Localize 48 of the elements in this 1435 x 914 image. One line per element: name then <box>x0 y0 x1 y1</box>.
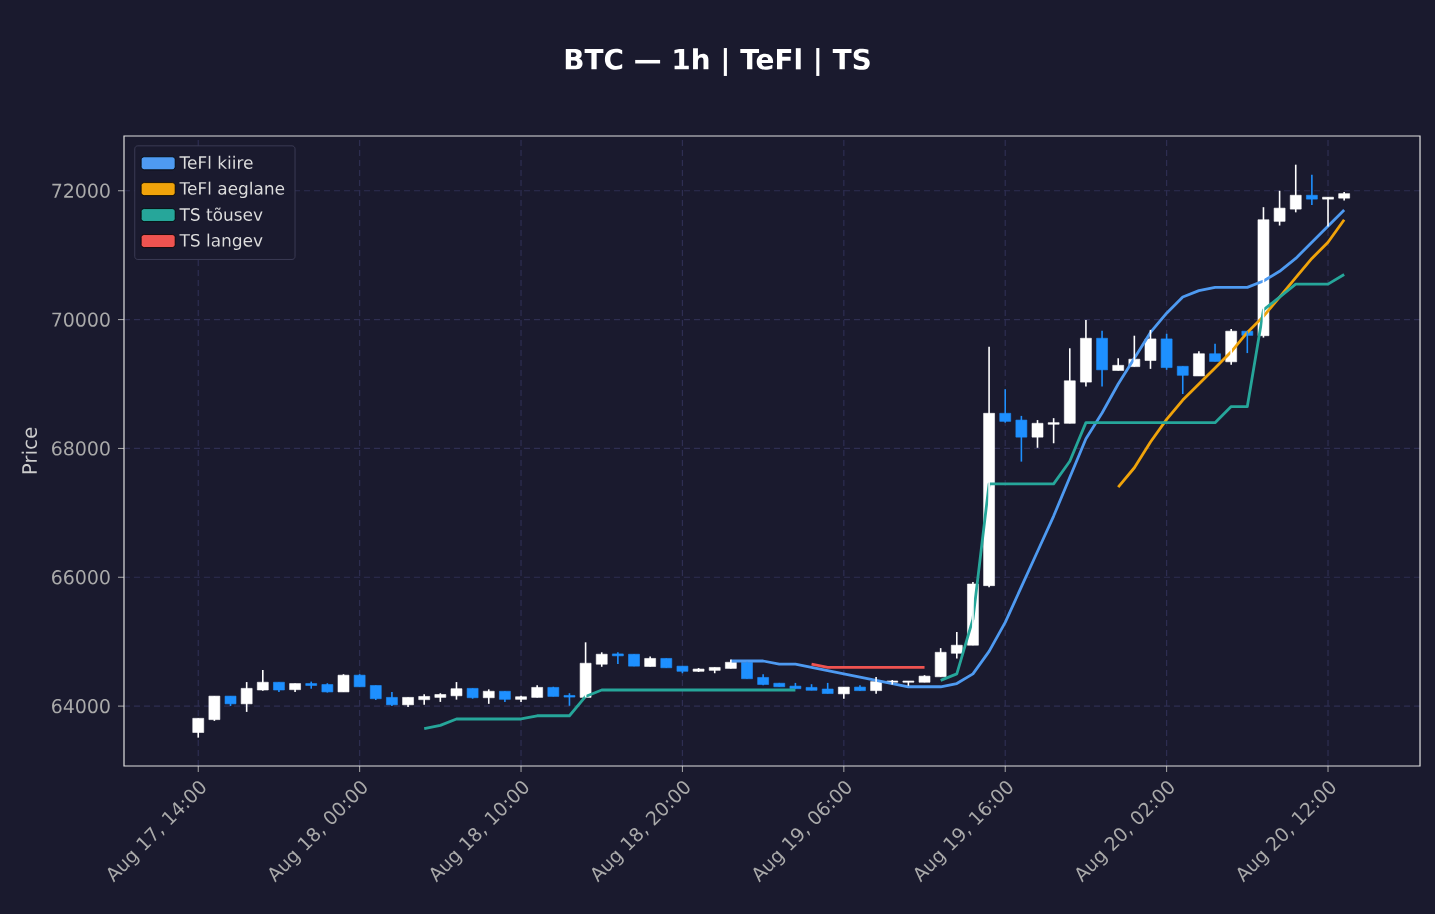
candlestick <box>628 653 640 667</box>
candlestick <box>1322 196 1334 228</box>
candlestick <box>1176 365 1189 395</box>
candlestick <box>499 690 511 703</box>
candlestick <box>644 655 656 668</box>
candlestick <box>1273 189 1286 227</box>
candlestick <box>289 682 301 693</box>
candlestick <box>838 686 850 700</box>
candlestick <box>208 695 221 722</box>
y-tick-label: 66000 <box>52 570 110 585</box>
legend-label: TeFl aeglane <box>179 181 285 199</box>
y-tick-label: 70000 <box>52 312 110 327</box>
candlestick <box>273 681 285 693</box>
candlestick <box>1160 332 1173 371</box>
candlestick <box>612 651 624 665</box>
legend-label: TS tõusev <box>179 207 263 221</box>
y-tick-label: 68000 <box>52 441 110 456</box>
y-tick-label: 64000 <box>52 698 110 714</box>
candlestick <box>418 693 430 706</box>
candlestick <box>1047 417 1060 445</box>
candlestick <box>1209 342 1221 363</box>
candlestick <box>1338 191 1350 202</box>
candlestick <box>1031 419 1044 449</box>
candlestick <box>854 684 866 692</box>
y-axis-title: Price <box>21 427 38 474</box>
candlestick <box>579 641 592 699</box>
candlestick <box>515 694 527 703</box>
candlestick <box>999 388 1012 424</box>
candlestick <box>257 669 269 692</box>
candlestick <box>595 651 608 668</box>
candlestick <box>240 681 253 713</box>
candlestick <box>1144 329 1157 370</box>
candlestick <box>531 684 543 699</box>
candlestick <box>1306 173 1318 206</box>
candlestick <box>305 680 318 690</box>
candlestick <box>725 658 737 670</box>
candlestick <box>773 682 786 688</box>
candlestick <box>1193 350 1205 377</box>
candlestick <box>1015 415 1028 463</box>
candlestick <box>757 673 769 686</box>
y-tick-label: 72000 <box>52 183 110 198</box>
candlestick <box>934 647 947 678</box>
candlestick <box>708 666 721 675</box>
candlestick <box>1289 163 1302 214</box>
chart-title: BTC — 1h | TeFl | TS <box>565 48 870 76</box>
candlestick <box>1112 357 1124 372</box>
legend-label: TS langev <box>179 233 263 251</box>
legend-label: TeFl kiire <box>179 155 253 169</box>
